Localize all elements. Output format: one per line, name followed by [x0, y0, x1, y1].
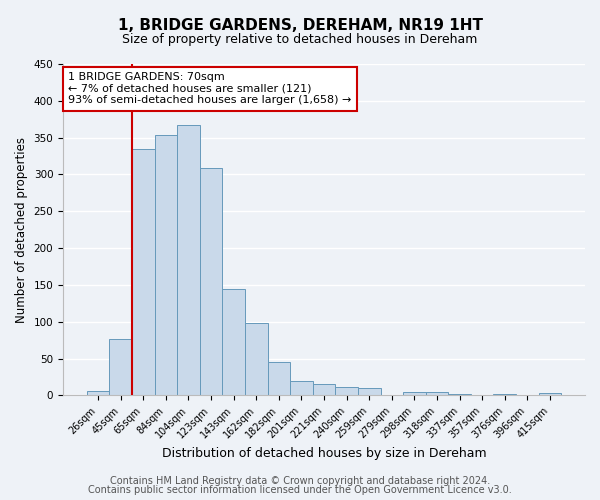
- Bar: [539, 393, 561, 396]
- Bar: [358, 388, 380, 396]
- Bar: [132, 148, 155, 396]
- Bar: [245, 323, 268, 396]
- Bar: [335, 388, 358, 396]
- Bar: [200, 168, 223, 396]
- Bar: [223, 290, 245, 396]
- Bar: [268, 362, 290, 396]
- Bar: [425, 392, 448, 396]
- Text: 1, BRIDGE GARDENS, DEREHAM, NR19 1HT: 1, BRIDGE GARDENS, DEREHAM, NR19 1HT: [118, 18, 482, 32]
- Bar: [155, 136, 177, 396]
- Bar: [290, 380, 313, 396]
- Text: Contains public sector information licensed under the Open Government Licence v3: Contains public sector information licen…: [88, 485, 512, 495]
- X-axis label: Distribution of detached houses by size in Dereham: Distribution of detached houses by size …: [162, 447, 487, 460]
- Bar: [403, 392, 425, 396]
- Text: Size of property relative to detached houses in Dereham: Size of property relative to detached ho…: [122, 32, 478, 46]
- Bar: [448, 394, 471, 396]
- Y-axis label: Number of detached properties: Number of detached properties: [15, 136, 28, 322]
- Bar: [493, 394, 516, 396]
- Bar: [109, 338, 132, 396]
- Bar: [177, 125, 200, 396]
- Bar: [87, 391, 109, 396]
- Text: Contains HM Land Registry data © Crown copyright and database right 2024.: Contains HM Land Registry data © Crown c…: [110, 476, 490, 486]
- Bar: [313, 384, 335, 396]
- Text: 1 BRIDGE GARDENS: 70sqm
← 7% of detached houses are smaller (121)
93% of semi-de: 1 BRIDGE GARDENS: 70sqm ← 7% of detached…: [68, 72, 352, 106]
